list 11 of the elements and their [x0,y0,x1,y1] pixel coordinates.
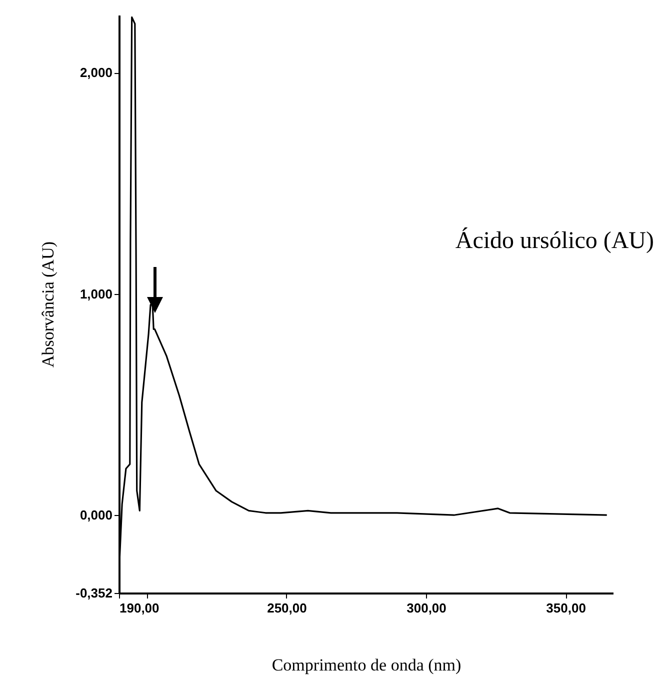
x-tick-label: 350,00 [546,600,586,616]
x-tick-label: 190,00 [120,600,160,616]
x-tick-label: 300,00 [406,600,446,616]
y-tick-label: -0,352 [76,586,112,600]
y-tick-label: 1,000 [80,286,112,302]
x-tick-label: 250,00 [267,600,307,616]
y-tick-label: 0,000 [80,508,112,523]
y-axis-title: Absorvância (AU) [38,241,58,368]
annotation: Ácido ursólico (AU) [455,227,654,254]
x-axis-title: Comprimento de onda (nm) [272,656,462,674]
y-tick-label: 2,000 [80,65,112,80]
